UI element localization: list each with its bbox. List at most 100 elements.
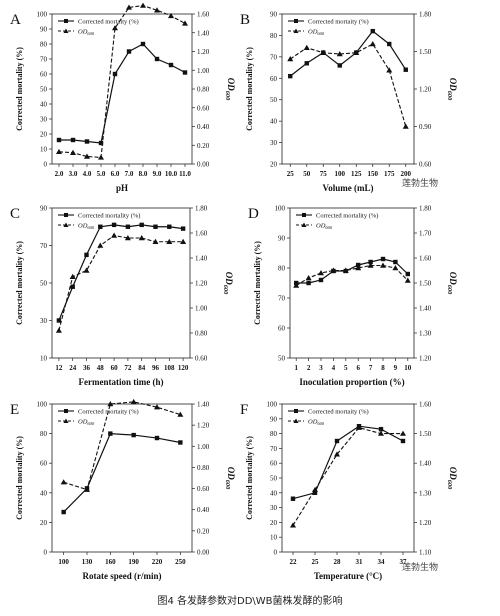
x-tick-label: 75 xyxy=(320,170,328,178)
y-right-tick-label: 1.40 xyxy=(197,401,210,409)
panel-a: A 0 10 20 30 40 50 60 70 80 90 100 0.00 0.20 0.40 0.60 0… xyxy=(10,2,236,193)
y-right-tick-label: 1.30 xyxy=(419,489,432,497)
y-right-tick-label: 1.60 xyxy=(197,11,210,19)
figure-caption: 图4 各发酵参数对DD\WB菌株发酵的影响 xyxy=(157,596,343,607)
series-od600-line xyxy=(58,234,184,331)
y-left-tick-label: 70 xyxy=(40,56,48,64)
mortality-point xyxy=(400,438,406,444)
series-od600-line xyxy=(63,401,181,491)
x-tick-label: 4.0 xyxy=(83,170,92,178)
y-left-tick-label: 100 xyxy=(37,401,48,409)
mortality-point xyxy=(154,56,160,62)
od600-point xyxy=(154,404,160,410)
legend-mortality-label: Corrected mortality (%) xyxy=(78,213,140,220)
y-left-tick-label: 0 xyxy=(44,549,48,557)
y-right-tick-label: 0.60 xyxy=(419,161,432,169)
x-tick-label: 84 xyxy=(138,364,146,372)
x-tick-label: 3.0 xyxy=(69,170,78,178)
y-left-axis-title: Corrected mortality (%) xyxy=(15,241,24,325)
series-mortality-line xyxy=(292,425,404,500)
y-left-tick-label: 10 xyxy=(40,355,48,363)
y-left-tick-label: 0 xyxy=(274,549,278,557)
x-tick-label: 160 xyxy=(105,558,116,566)
mortality-point xyxy=(356,262,361,268)
x-tick-label: 2.0 xyxy=(55,170,64,178)
mortality-point xyxy=(140,41,146,47)
x-tick-label: 22 xyxy=(290,558,298,566)
y-left-tick-label: 90 xyxy=(278,235,286,243)
panel-letter: B xyxy=(240,12,250,28)
y-right-tick-label: 0.80 xyxy=(197,86,210,94)
y-right-tick-label: 0.00 xyxy=(197,161,210,169)
y-left-tick-label: 20 xyxy=(270,519,278,527)
legend-mortality-label: Corrected mortaity (%) xyxy=(308,409,369,416)
y-left-tick-label: 30 xyxy=(40,116,48,124)
od600-point xyxy=(287,56,294,62)
x-tick-label: 250 xyxy=(175,558,186,566)
x-tick-label: 120 xyxy=(178,364,189,372)
y-right-tick-label: 0.60 xyxy=(197,485,210,493)
legend-mortality-label: Corrected mortaity (%) xyxy=(308,19,369,26)
x-tick-label: 6.0 xyxy=(111,170,120,178)
x-tick-label: 100 xyxy=(335,170,346,178)
x-axis-title: Temperature (°C) xyxy=(314,571,382,581)
mortality-point xyxy=(131,432,136,438)
panel-letter: F xyxy=(240,402,248,418)
y-left-tick-label: 20 xyxy=(270,161,278,169)
od600-point xyxy=(152,238,159,244)
y-right-tick-label: 1.30 xyxy=(419,330,432,338)
y-right-tick-label: 1.60 xyxy=(419,255,432,263)
y-left-tick-label: 80 xyxy=(278,265,286,273)
y-left-tick-label: 30 xyxy=(270,504,278,512)
mortality-point xyxy=(356,424,362,429)
mortality-point xyxy=(70,137,76,143)
y-left-tick-label: 90 xyxy=(270,11,278,19)
x-tick-label: 25 xyxy=(312,558,320,566)
legend-mortality-label: Corrected mortaity (%) xyxy=(78,409,139,416)
y-right-tick-label: 0.40 xyxy=(197,506,210,514)
legend-mortality-marker xyxy=(294,409,298,413)
x-axis-title: pH xyxy=(116,183,128,193)
mortality-point xyxy=(84,486,90,491)
y-left-tick-label: 40 xyxy=(40,101,48,109)
y-right-tick-label: 1.40 xyxy=(419,460,432,468)
x-axis-title: Inoculation proportion (%) xyxy=(299,377,404,387)
legend-mortality-marker xyxy=(64,213,68,217)
mortality-point xyxy=(393,259,398,265)
mortality-point xyxy=(168,62,174,68)
y-right-tick-label: 1.20 xyxy=(197,48,210,56)
mortality-point xyxy=(290,496,296,501)
od600-point xyxy=(355,265,362,271)
y-right-axis-title: OD600 xyxy=(224,467,236,490)
y-right-tick-label: 0.80 xyxy=(195,330,208,338)
od600-point xyxy=(336,51,343,57)
mortality-point xyxy=(321,50,326,55)
y-left-tick-label: 20 xyxy=(40,131,48,139)
mortality-point xyxy=(403,67,408,72)
mortality-point xyxy=(312,490,318,495)
y-right-tick-label: 1.20 xyxy=(419,86,432,94)
x-tick-label: 11.0 xyxy=(179,170,191,178)
mortality-point xyxy=(304,61,309,66)
x-tick-label: 190 xyxy=(128,558,139,566)
mortality-point xyxy=(182,70,188,75)
y-left-tick-label: 60 xyxy=(40,71,48,79)
mortality-point xyxy=(306,280,311,286)
x-tick-label: 3 xyxy=(319,364,323,372)
x-tick-label: 50 xyxy=(303,170,311,178)
y-left-tick-label: 60 xyxy=(270,460,278,468)
panel-letter: A xyxy=(10,12,21,28)
y-left-tick-label: 50 xyxy=(278,355,286,363)
y-right-tick-label: 1.10 xyxy=(419,549,432,557)
mortality-point xyxy=(180,226,186,231)
od600-point xyxy=(380,262,386,268)
od600-point xyxy=(154,7,160,13)
mortality-point xyxy=(56,137,62,143)
y-right-tick-label: 1.40 xyxy=(419,305,432,313)
mortality-point xyxy=(84,252,89,258)
mortality-point xyxy=(153,224,158,229)
mortality-point xyxy=(139,222,144,228)
od600-point xyxy=(180,238,187,244)
panel-d: D 50 60 70 80 90 100 1.20 1.30 1.40 1.50 1.60 1.70 1.… xyxy=(248,205,458,388)
